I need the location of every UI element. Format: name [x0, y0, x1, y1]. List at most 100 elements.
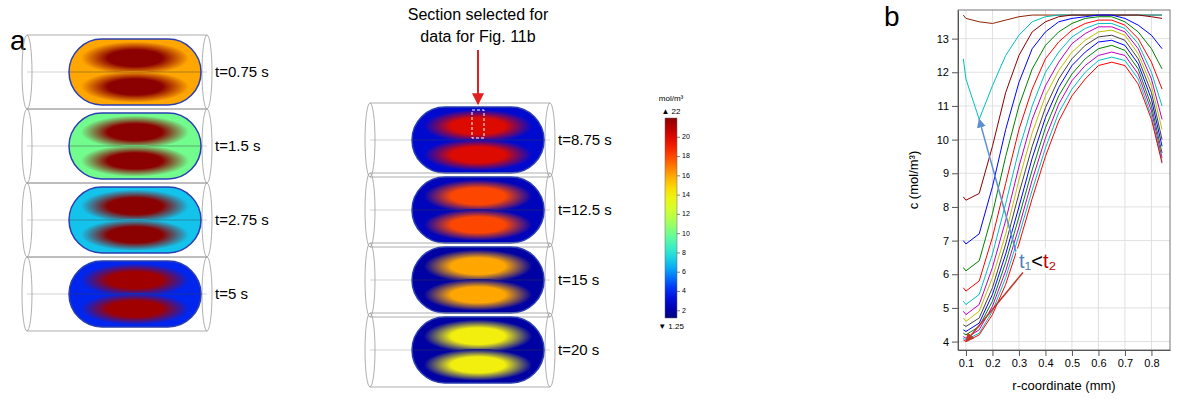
capsule-outline	[69, 261, 201, 327]
tick: 10	[937, 134, 958, 146]
tick: 6	[943, 268, 958, 280]
tube-line	[370, 173, 550, 174]
colorbar-tick-label: 14	[682, 191, 690, 198]
tube-end	[22, 183, 32, 257]
colorbar-tick	[677, 252, 680, 253]
grid-line	[958, 341, 1170, 342]
annotation: t₁<t₂	[966, 119, 1059, 341]
tick: 11	[938, 100, 958, 112]
lobe	[424, 180, 532, 213]
tick-label: 4	[943, 336, 949, 348]
capsule-outline	[69, 39, 201, 105]
colorbar-tick-label: 10	[682, 230, 690, 237]
grid-line	[965, 10, 966, 350]
colorbar-title: mol/m³	[659, 94, 684, 103]
annotation-text: data for Fig. 11b	[420, 28, 535, 45]
grid-line	[1045, 10, 1046, 350]
tick-label: 0.3	[1012, 357, 1027, 369]
tube-outline	[22, 109, 212, 183]
grid-line	[958, 307, 1170, 308]
data-line	[963, 62, 1162, 341]
tick-label: 6	[943, 268, 949, 280]
lines	[963, 15, 1162, 342]
colorbar-tick-label: 16	[682, 172, 690, 179]
tick-label: 0.8	[1144, 357, 1159, 369]
annotation-part: <	[1031, 250, 1043, 272]
tube-line	[27, 257, 207, 258]
grid	[958, 10, 1170, 350]
tick-label: 10	[937, 134, 949, 146]
colorbar-tick-label: 4	[682, 287, 686, 294]
snapshot-label: t=15 s	[558, 271, 599, 288]
tube-end	[545, 243, 555, 317]
capsule-midline	[412, 140, 544, 141]
grid-line	[958, 240, 1170, 241]
tick-label: 7	[943, 235, 949, 247]
capsule-midline	[69, 146, 201, 147]
lobe	[81, 42, 189, 75]
colorbar-tick-label: 18	[682, 152, 690, 159]
colorbar-end-label: ▼ 1.25	[658, 322, 684, 331]
annotation-patch	[1016, 249, 1059, 273]
lobe	[424, 139, 532, 171]
tick: 7	[943, 235, 958, 247]
capsule-outline	[412, 247, 544, 313]
tube-line	[27, 35, 207, 36]
grid-line	[958, 173, 1170, 174]
snapshot: t=20 s	[365, 313, 599, 387]
annotation-arrow	[966, 273, 1023, 342]
tick-mark	[1098, 350, 1099, 356]
colorbar-tick	[677, 233, 680, 234]
annotation-arrow	[979, 119, 1016, 251]
tube-outline	[22, 35, 212, 109]
tick-mark	[952, 241, 958, 242]
tick-label: 0.2	[985, 357, 1000, 369]
capsule-midline	[412, 350, 544, 351]
tube-end	[202, 35, 212, 109]
tube-line	[370, 243, 550, 244]
y-axis-title: c (mol/m³)	[906, 151, 921, 210]
tube-line	[370, 140, 550, 141]
tube-end	[545, 103, 555, 177]
grid-line	[958, 206, 1170, 207]
tube-outline	[365, 313, 555, 387]
tick-mark	[952, 72, 958, 73]
capsule-body	[69, 187, 201, 253]
data-line	[963, 15, 1162, 200]
y-axis: 45678910111213	[937, 11, 959, 351]
tick: 13	[937, 33, 958, 45]
tube-end	[22, 35, 32, 109]
tick: 12	[937, 66, 958, 78]
colorbar-tick-label: 2	[682, 307, 686, 314]
tick-label: 8	[943, 201, 949, 213]
colorbar-end-label: ▲ 22	[661, 107, 681, 116]
tick-mark	[952, 207, 958, 208]
tube-outline	[22, 183, 212, 257]
capsule-midline	[69, 220, 201, 221]
tube-line	[370, 350, 550, 351]
axis-line	[958, 11, 959, 351]
tube-end	[202, 183, 212, 257]
tube-line	[27, 183, 207, 184]
tick: 0.7	[1118, 350, 1133, 369]
lobe	[424, 349, 532, 381]
capsule-midline	[412, 210, 544, 211]
colorbar-tick	[677, 214, 680, 215]
tick-label: 0.4	[1038, 357, 1053, 369]
data-line	[963, 45, 1162, 335]
tick-mark	[1072, 350, 1073, 356]
tick-mark	[1045, 350, 1046, 356]
capsule-outline	[412, 177, 544, 243]
tick-label: 12	[937, 66, 949, 78]
colorbar-tick-label: 8	[682, 249, 686, 256]
grid-line	[958, 72, 1170, 73]
axis-line	[959, 350, 1171, 351]
tube-line	[27, 72, 207, 73]
capsule-outline	[69, 187, 201, 253]
colorbar-tick	[677, 175, 680, 176]
capsule-body	[69, 113, 201, 179]
tick-label: 0.5	[1065, 357, 1080, 369]
lobe	[81, 145, 189, 177]
tick: 8	[943, 201, 958, 213]
snapshot-label: t=20 s	[558, 341, 599, 358]
